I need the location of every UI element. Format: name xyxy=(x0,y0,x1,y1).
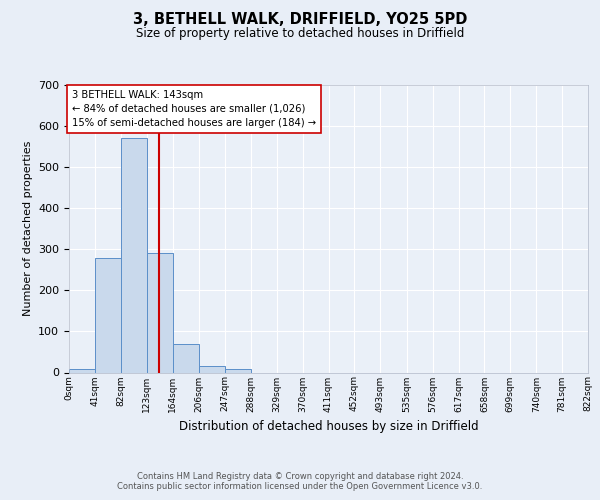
Text: Contains HM Land Registry data © Crown copyright and database right 2024.
Contai: Contains HM Land Registry data © Crown c… xyxy=(118,472,482,491)
Bar xyxy=(199,366,225,372)
X-axis label: Distribution of detached houses by size in Driffield: Distribution of detached houses by size … xyxy=(179,420,478,433)
Bar xyxy=(173,344,199,372)
Text: 3 BETHELL WALK: 143sqm
← 84% of detached houses are smaller (1,026)
15% of semi-: 3 BETHELL WALK: 143sqm ← 84% of detached… xyxy=(72,90,316,128)
Text: Size of property relative to detached houses in Driffield: Size of property relative to detached ho… xyxy=(136,28,464,40)
Bar xyxy=(121,138,146,372)
Bar xyxy=(146,252,173,372)
Bar xyxy=(225,369,251,372)
Bar xyxy=(69,369,95,372)
Bar xyxy=(95,258,121,372)
Y-axis label: Number of detached properties: Number of detached properties xyxy=(23,141,32,316)
Text: 3, BETHELL WALK, DRIFFIELD, YO25 5PD: 3, BETHELL WALK, DRIFFIELD, YO25 5PD xyxy=(133,12,467,28)
